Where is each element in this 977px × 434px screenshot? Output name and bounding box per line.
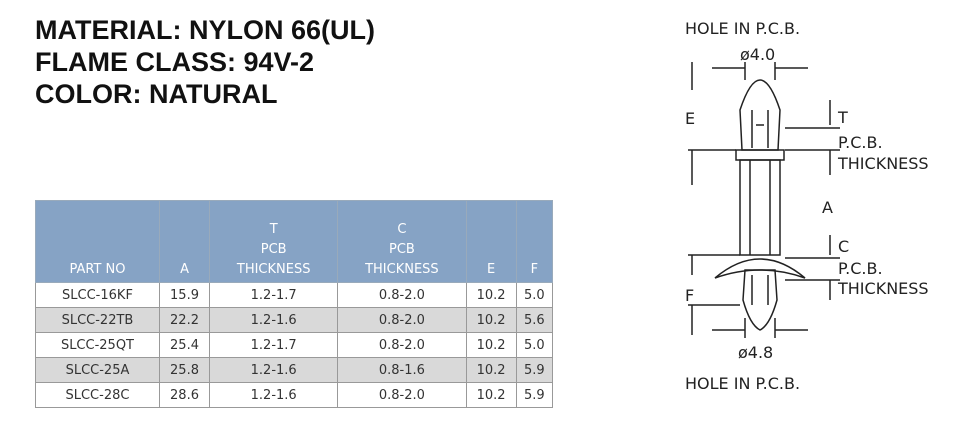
table-cell: 0.8-1.6 [337, 357, 467, 383]
label: F [685, 286, 694, 305]
table-cell: 5.6 [515, 307, 554, 333]
header-line: COLOR: NATURAL [35, 79, 278, 109]
header-line: MATERIAL: NYLON 66(UL) [35, 15, 375, 45]
column-header: C PCB THICKNESS [337, 200, 467, 283]
label: E [685, 109, 695, 128]
table-cell: SLCC-22TB [35, 307, 160, 333]
table-cell: 15.9 [158, 282, 211, 308]
column-header: PART NO [35, 200, 160, 283]
table-cell: 10.2 [465, 332, 517, 358]
table-row: SLCC-25QT 25.4 1.2-1.7 0.8-2.0 10.2 5.0 [35, 332, 554, 358]
table-cell: 25.8 [158, 357, 211, 383]
label: A [822, 198, 833, 217]
table-cell: SLCC-16KF [35, 282, 160, 308]
label: T [837, 108, 848, 127]
table-cell: 10.2 [465, 357, 517, 383]
label: C [838, 237, 849, 256]
table-cell: 0.8-2.0 [337, 307, 467, 333]
table-cell: 10.2 [465, 307, 517, 333]
table-cell: 1.2-1.7 [209, 332, 339, 358]
label: P.C.B. [838, 133, 883, 152]
table-cell: 1.2-1.6 [209, 382, 339, 408]
header: MATERIAL: NYLON 66(UL) FLAME CLASS: 94V-2… [35, 14, 375, 110]
table-cell: 1.2-1.7 [209, 282, 339, 308]
header-text: T [269, 222, 278, 237]
table-cell: 10.2 [465, 282, 517, 308]
label: ø4.0 [740, 45, 775, 64]
column-header: A [158, 200, 211, 283]
label: HOLE IN P.C.B. [685, 19, 800, 38]
table-cell: 1.2-1.6 [209, 307, 339, 333]
table-cell: 10.2 [465, 382, 517, 408]
header-text: PCB [388, 242, 415, 257]
header-text: E [486, 262, 496, 277]
label: ø4.8 [738, 343, 773, 362]
table-cell: SLCC-25QT [35, 332, 160, 358]
table-cell: 1.2-1.6 [209, 357, 339, 383]
table-cell: 0.8-2.0 [337, 332, 467, 358]
spec-table: PART NO A T PCB THICKNESS C PCB THICKNESS E F SLCC… [35, 200, 554, 408]
label: HOLE IN P.C.B. [685, 374, 800, 393]
header-text: THICKNESS [236, 262, 311, 277]
header-text: A [180, 262, 189, 277]
header-text: PCB [260, 242, 287, 257]
table-cell: 5.0 [515, 332, 554, 358]
table-row: SLCC-25A 25.8 1.2-1.6 0.8-1.6 10.2 5.9 [35, 357, 554, 383]
header-line: FLAME CLASS: 94V-2 [35, 47, 315, 77]
table-row: SLCC-22TB 22.2 1.2-1.6 0.8-2.0 10.2 5.6 [35, 307, 554, 333]
header-text: PART NO [69, 262, 126, 277]
table-cell: 0.8-2.0 [337, 382, 467, 408]
table-cell: 5.0 [515, 282, 554, 308]
table-cell: 5.9 [515, 382, 554, 408]
table-row: SLCC-16KF 15.9 1.2-1.7 0.8-2.0 10.2 5.0 [35, 282, 554, 308]
column-header: E [465, 200, 517, 283]
header-text: THICKNESS [365, 262, 439, 277]
table-cell: SLCC-28C [35, 382, 160, 408]
column-header: F [515, 200, 554, 283]
table-cell: SLCC-25A [35, 357, 160, 383]
clip-shape [688, 62, 840, 338]
label: THICKNESS [837, 154, 929, 173]
drawing: HOLE IN P.C.B. ø4.0 E T P.C.B. THICKNESS… [685, 19, 929, 393]
table-cell: 22.2 [158, 307, 211, 333]
label: THICKNESS [837, 279, 929, 298]
table-cell: 5.9 [515, 357, 554, 383]
label: P.C.B. [838, 259, 883, 278]
column-header: T PCB THICKNESS [209, 200, 339, 283]
table-row: SLCC-28C 28.6 1.2-1.6 0.8-2.0 10.2 5.9 [35, 382, 554, 408]
header-text: C [397, 222, 407, 237]
table-cell: 25.4 [158, 332, 211, 358]
header-text: F [530, 262, 539, 277]
table-cell: 0.8-2.0 [337, 282, 467, 308]
table-cell: 28.6 [158, 382, 211, 408]
